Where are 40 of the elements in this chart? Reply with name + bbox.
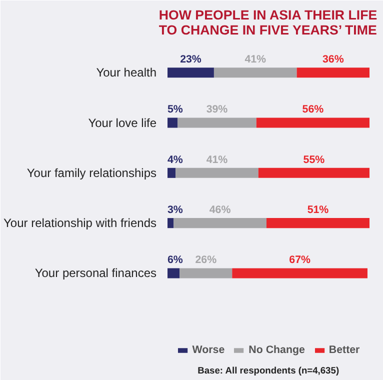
legend-label: Worse <box>192 344 225 356</box>
bar <box>256 118 370 128</box>
bar <box>296 68 370 78</box>
data-label: 67% <box>289 254 311 266</box>
chart-title: HOW PEOPLE IN ASIA THEIR LIFE TO CHANGE IN FIVE YEARS’ TIME <box>158 8 378 38</box>
data-label: 5% <box>168 104 184 116</box>
legend-label: No Change <box>248 344 305 356</box>
bar <box>178 118 256 128</box>
bar <box>168 68 214 78</box>
data-label: 23% <box>180 54 202 66</box>
data-label: 3% <box>168 204 184 216</box>
data-label: 26% <box>195 254 218 266</box>
bar <box>168 268 180 278</box>
bar <box>180 268 232 278</box>
y-tick-label: Your love life <box>88 116 157 130</box>
bar <box>168 218 174 228</box>
y-tick-label: Your relationship with friends <box>4 216 157 230</box>
data-label: 39% <box>206 104 228 116</box>
y-tick-label: Your health <box>96 66 157 80</box>
data-label: 51% <box>307 204 330 216</box>
data-label: 4% <box>168 154 184 166</box>
data-label: 56% <box>302 104 324 116</box>
bar <box>214 68 297 78</box>
text: Base: All respondents (n=4,635) <box>198 366 340 376</box>
data-label: 36% <box>322 54 344 66</box>
bar <box>168 118 178 128</box>
bar <box>174 218 266 228</box>
bar <box>168 168 176 178</box>
data-label: 6% <box>168 254 184 266</box>
bar <box>232 268 368 278</box>
data-label: 41% <box>244 54 267 66</box>
bar <box>176 168 258 178</box>
legend-label: Better <box>328 344 360 356</box>
y-tick-label: Your family relationships <box>26 166 157 180</box>
data-label: 55% <box>303 154 326 166</box>
y-tick-label: Your personal finances <box>34 266 156 280</box>
bar <box>266 218 370 228</box>
data-label: 41% <box>206 154 228 166</box>
bar <box>258 168 370 178</box>
data-label: 46% <box>209 204 232 216</box>
